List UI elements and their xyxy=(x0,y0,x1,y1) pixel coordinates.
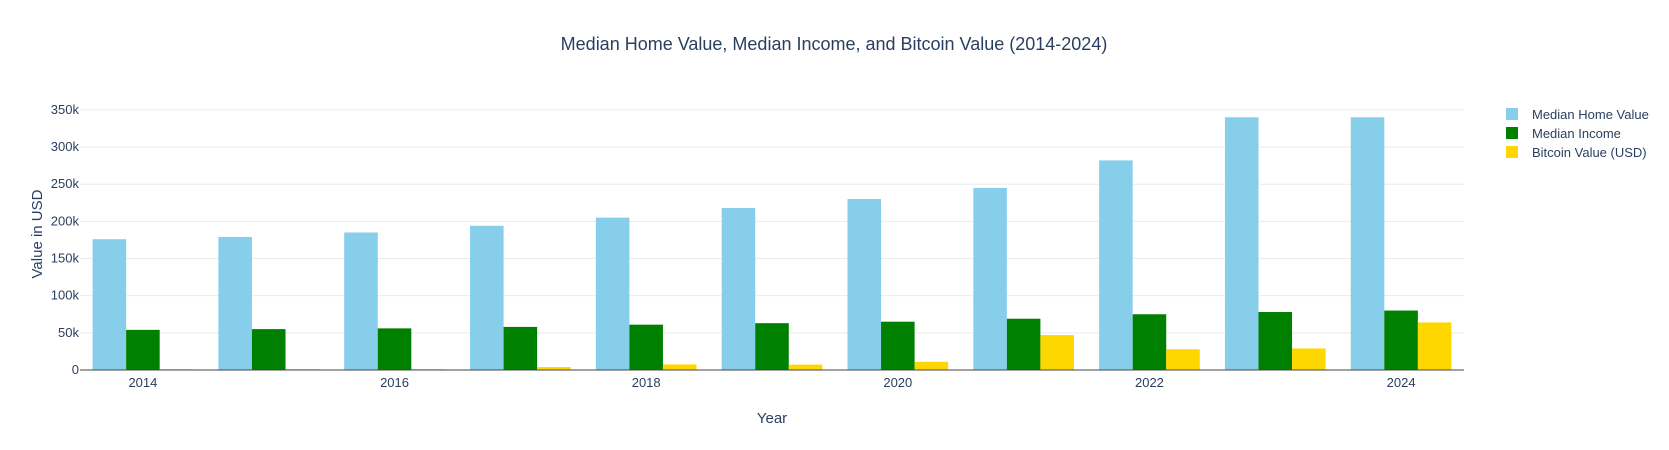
bar-median-home-value-2019[interactable] xyxy=(721,207,756,370)
bar-median-income-2024[interactable] xyxy=(1384,310,1418,370)
bar-median-income-2016[interactable] xyxy=(377,328,412,370)
y-tick-label: 250k xyxy=(51,176,80,191)
y-tick-label: 200k xyxy=(51,213,80,228)
bar-median-income-2023[interactable] xyxy=(1258,312,1293,370)
bar-median-home-value-2022[interactable] xyxy=(1099,160,1133,370)
y-tick-label: 150k xyxy=(51,251,80,266)
bar-bitcoin-value-usd-2022[interactable] xyxy=(1166,349,1200,370)
y-tick-label: 300k xyxy=(51,139,80,154)
bar-bitcoin-value-usd-2020[interactable] xyxy=(914,361,949,370)
x-axis-title: Year xyxy=(757,410,787,427)
bar-median-home-value-2015[interactable] xyxy=(218,236,252,370)
y-axis-ticks: 0 50k 100k 150k 200k 250k 300k 350k xyxy=(51,102,80,377)
x-tick-label: 2022 xyxy=(1135,375,1164,390)
x-axis-ticks: 2014 2016 2018 2020 2022 2024 xyxy=(128,375,1415,390)
bar-median-income-2021[interactable] xyxy=(1006,318,1041,370)
bar-median-home-value-2021[interactable] xyxy=(973,187,1007,370)
legend[interactable]: Median Home Value Median Income Bitcoin Va… xyxy=(1506,107,1649,160)
y-tick-label: 50k xyxy=(58,325,79,340)
y-tick-label: 0 xyxy=(72,362,79,377)
bar-bitcoin-value-usd-2019[interactable] xyxy=(788,364,823,370)
bar-median-home-value-2017[interactable] xyxy=(470,225,504,370)
legend-label[interactable]: Bitcoin Value (USD) xyxy=(1532,145,1647,160)
y-tick-label: 100k xyxy=(51,288,80,303)
bar-median-home-value-2016[interactable] xyxy=(344,232,378,371)
bar-median-income-2022[interactable] xyxy=(1132,314,1167,370)
gridlines xyxy=(80,109,1464,334)
legend-swatch[interactable] xyxy=(1506,146,1518,158)
legend-swatch[interactable] xyxy=(1506,127,1518,139)
bar-median-income-2014[interactable] xyxy=(126,329,160,370)
x-tick-label: 2020 xyxy=(883,375,912,390)
y-tick-label: 350k xyxy=(51,102,80,117)
bar-median-income-2020[interactable] xyxy=(881,321,915,370)
x-tick-label: 2016 xyxy=(380,375,409,390)
x-tick-label: 2014 xyxy=(128,375,157,390)
bar-median-income-2018[interactable] xyxy=(629,324,663,370)
chart-title: Median Home Value, Median Income, and Bi… xyxy=(561,34,1108,54)
bars xyxy=(92,117,1452,371)
y-axis-title: Value in USD xyxy=(29,189,46,278)
bar-median-home-value-2024[interactable] xyxy=(1350,117,1385,370)
bar-bitcoin-value-usd-2018[interactable] xyxy=(662,364,697,370)
bar-bitcoin-value-usd-2023[interactable] xyxy=(1292,348,1326,370)
bar-median-home-value-2020[interactable] xyxy=(847,199,882,370)
bar-median-home-value-2018[interactable] xyxy=(595,217,630,370)
x-tick-label: 2024 xyxy=(1387,375,1416,390)
bar-median-home-value-2023[interactable] xyxy=(1224,117,1259,370)
legend-swatch[interactable] xyxy=(1506,108,1518,120)
bar-bitcoin-value-usd-2017[interactable] xyxy=(537,367,571,370)
legend-label[interactable]: Median Income xyxy=(1532,126,1621,141)
bar-bitcoin-value-usd-2021[interactable] xyxy=(1040,335,1074,370)
x-tick-label: 2018 xyxy=(632,375,661,390)
bar-median-income-2017[interactable] xyxy=(503,326,538,370)
legend-label[interactable]: Median Home Value xyxy=(1532,107,1649,122)
bar-median-income-2015[interactable] xyxy=(251,329,286,370)
bar-bitcoin-value-usd-2024[interactable] xyxy=(1417,322,1452,370)
bar-median-income-2019[interactable] xyxy=(755,323,789,370)
bar-median-home-value-2014[interactable] xyxy=(92,239,127,370)
